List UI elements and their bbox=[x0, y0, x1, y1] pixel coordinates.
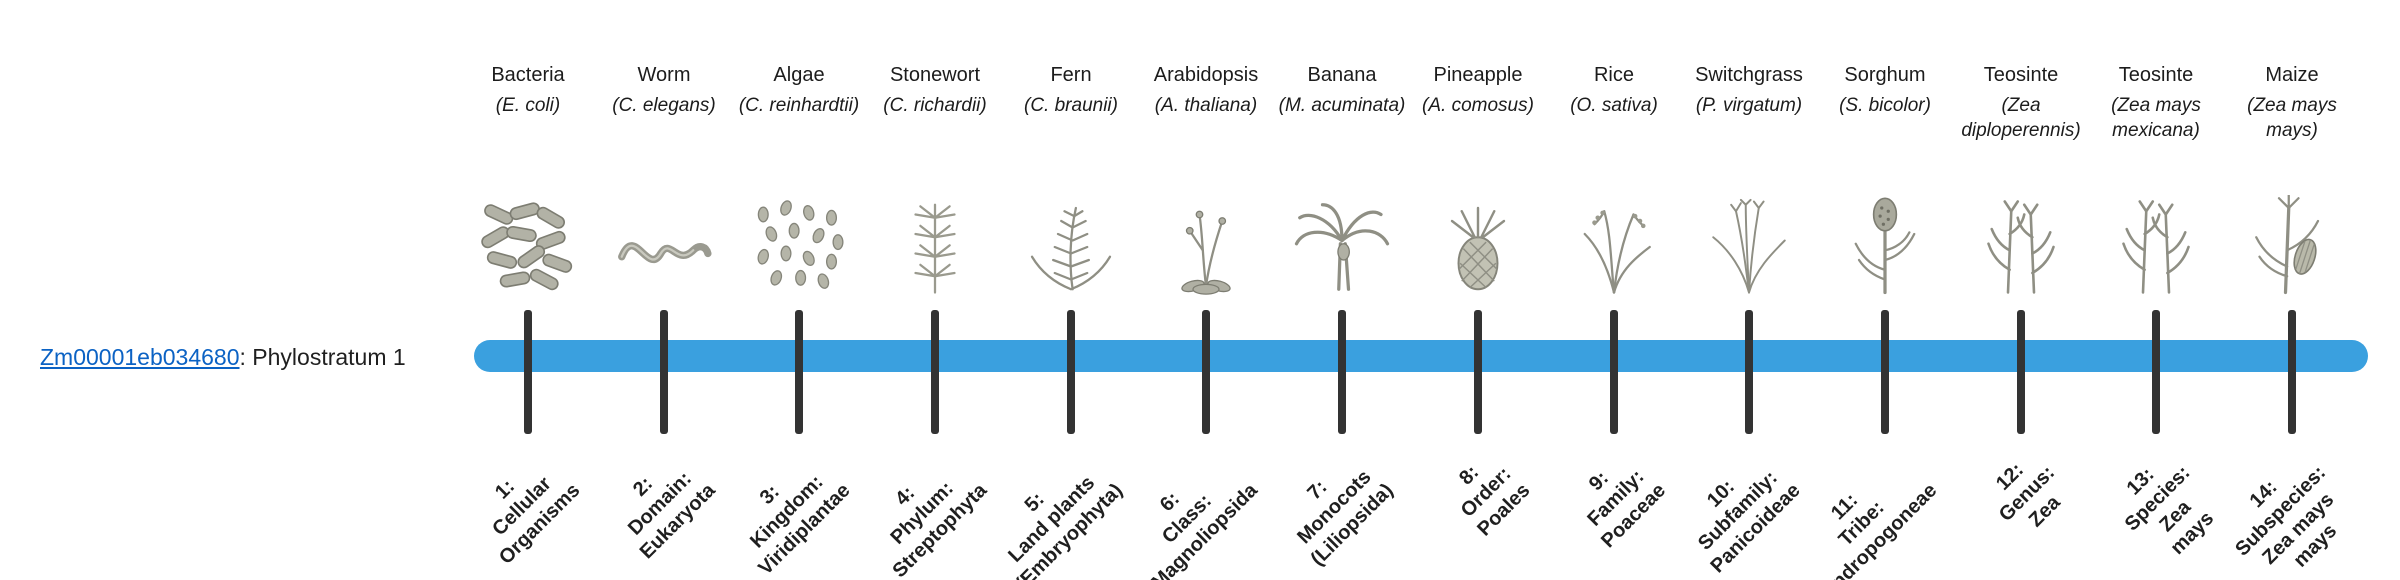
phylostratum-column: Teosinte (Zea diploperennis) 12: Genus: … bbox=[1946, 60, 2096, 531]
phylostratum-column: Teosinte (Zea mays mexicana) 13: Species… bbox=[2081, 60, 2231, 559]
phylostratum-column: Bacteria (E. coli) 1: Cellular Organisms bbox=[453, 60, 603, 569]
teosinte-icon bbox=[2104, 195, 2208, 299]
phylostratum-column: Rice (O. sativa) 9: Family: Poaceae bbox=[1539, 60, 1689, 552]
banana-icon bbox=[1290, 195, 1394, 299]
teosinte-icon bbox=[1969, 195, 2073, 299]
organism-common-name: Bacteria bbox=[491, 64, 565, 86]
tick-mark bbox=[1202, 310, 1210, 434]
organism-scientific-name: (S. bicolor) bbox=[1839, 95, 1931, 116]
gene-id-link[interactable]: Zm00001eb034680 bbox=[40, 344, 240, 370]
phylostratum-column: Switchgrass (P. virgatum) 10: Subfamily:… bbox=[1674, 60, 1824, 577]
pineapple-icon bbox=[1426, 195, 1530, 299]
stratum-label: 1: Cellular Organisms bbox=[488, 472, 584, 569]
organism-scientific-name: (O. sativa) bbox=[1570, 95, 1658, 116]
tick-mark bbox=[1881, 310, 1889, 434]
tick-mark bbox=[1610, 310, 1618, 434]
organism-scientific-name: (E. coli) bbox=[495, 95, 561, 116]
fern-icon bbox=[1019, 195, 1123, 299]
tick-mark bbox=[795, 310, 803, 434]
phylostratum-column: Fern (C. braunii) 5: Land plants (Embryo… bbox=[996, 60, 1146, 580]
timeline-bar bbox=[474, 340, 2368, 372]
tick-mark bbox=[2152, 310, 2160, 434]
organism-scientific-name: (C. reinhardtii) bbox=[738, 95, 860, 116]
phylostratum-column: Worm (C. elegans) 2: Domain: Eukaryota bbox=[589, 60, 739, 563]
tick-mark bbox=[931, 310, 939, 434]
gene-label: Zm00001eb034680: Phylostratum 1 bbox=[40, 344, 406, 371]
phylostratum-column: Banana (M. acuminata) 7: Monocots (Lilio… bbox=[1267, 60, 1417, 570]
organism-common-name: Fern bbox=[1050, 64, 1092, 86]
stratum-label: 4: Phylum: Streptophyta bbox=[886, 477, 991, 580]
tick-mark bbox=[2017, 310, 2025, 434]
stratum-label: 5: Land plants (Embryophyta) bbox=[1004, 472, 1127, 580]
tick-mark bbox=[2288, 310, 2296, 434]
organism-common-name: Switchgrass bbox=[1695, 64, 1803, 86]
organism-scientific-name: (Zea diploperennis) bbox=[1961, 95, 2081, 141]
stratum-label: 14: Subspecies: Zea mays mays bbox=[2231, 461, 2342, 572]
tick-mark bbox=[660, 310, 668, 434]
stratum-label: 9: Family: Poaceae bbox=[1583, 465, 1670, 553]
stonewort-icon bbox=[883, 195, 987, 299]
stratum-label: 13: Species: Zea mays bbox=[2120, 461, 2218, 560]
organism-common-name: Maize bbox=[2265, 64, 2319, 86]
organism-common-name: Teosinte bbox=[1983, 64, 2059, 86]
organism-scientific-name: (Zea mays mays) bbox=[2247, 95, 2337, 141]
tick-mark bbox=[1338, 310, 1346, 434]
organism-common-name: Stonewort bbox=[889, 64, 981, 86]
tick-mark bbox=[1745, 310, 1753, 434]
organism-common-name: Algae bbox=[773, 64, 825, 86]
algae-icon bbox=[747, 195, 851, 299]
stratum-label: 7: Monocots (Liliopsida) bbox=[1293, 466, 1398, 571]
stratum-label: 3: Kingdom: Viridiplantae bbox=[746, 471, 855, 580]
organism-scientific-name: (P. virgatum) bbox=[1695, 95, 1803, 116]
stratum-label: 12: Genus: Zea bbox=[1992, 458, 2065, 532]
tick-mark bbox=[1474, 310, 1482, 434]
organism-common-name: Sorghum bbox=[1844, 64, 1926, 86]
switchgrass-icon bbox=[1697, 195, 1801, 299]
organism-scientific-name: (C. richardii) bbox=[883, 95, 987, 116]
maize-icon bbox=[2240, 195, 2344, 299]
tick-mark bbox=[524, 310, 532, 434]
organism-common-name: Banana bbox=[1307, 64, 1377, 86]
stratum-label: 11: Tribe: Andropogoneae bbox=[1816, 479, 1941, 580]
phylostratum-column: Maize (Zea mays mays) 14: Subspecies: Ze… bbox=[2217, 60, 2367, 572]
gene-phylostratum-text: : Phylostratum 1 bbox=[239, 344, 406, 370]
organism-common-name: Teosinte bbox=[2118, 64, 2194, 86]
organism-common-name: Arabidopsis bbox=[1153, 64, 1259, 86]
sorghum-icon bbox=[1833, 195, 1937, 299]
stratum-label: 2: Domain: Eukaryota bbox=[624, 467, 720, 564]
stratum-label: 8: Order: Poales bbox=[1454, 461, 1534, 541]
stratum-label: 6: Class: Magnoliopsida bbox=[1147, 479, 1262, 580]
organism-common-name: Pineapple bbox=[1433, 64, 1523, 86]
organism-common-name: Rice bbox=[1593, 64, 1634, 86]
organism-scientific-name: (Zea mays mexicana) bbox=[2111, 95, 2201, 141]
worm-icon bbox=[612, 195, 716, 299]
organism-common-name: Worm bbox=[637, 64, 691, 86]
phylostratum-column: Arabidopsis (A. thaliana) 6: Class: Magn… bbox=[1131, 60, 1281, 580]
organism-scientific-name: (C. elegans) bbox=[612, 95, 716, 116]
stratum-label: 10: Subfamily: Panicoideae bbox=[1694, 467, 1805, 578]
tick-mark bbox=[1067, 310, 1075, 434]
bacteria-icon bbox=[476, 195, 580, 299]
organism-scientific-name: (C. braunii) bbox=[1024, 95, 1118, 116]
arabidopsis-icon bbox=[1154, 195, 1258, 299]
phylostratum-column: Stonewort (C. richardii) 4: Phylum: Stre… bbox=[860, 60, 1010, 580]
organism-scientific-name: (M. acuminata) bbox=[1278, 95, 1406, 116]
organism-scientific-name: (A. comosus) bbox=[1422, 95, 1534, 116]
phylostratum-column: Sorghum (S. bicolor) 11: Tribe: Andropog… bbox=[1810, 60, 1960, 580]
organism-scientific-name: (A. thaliana) bbox=[1154, 95, 1258, 116]
rice-icon bbox=[1562, 195, 1666, 299]
phylostratum-column: Algae (C. reinhardtii) 3: Kingdom: Virid… bbox=[724, 60, 874, 579]
phylostratum-column: Pineapple (A. comosus) 8: Order: Poales bbox=[1403, 60, 1553, 540]
